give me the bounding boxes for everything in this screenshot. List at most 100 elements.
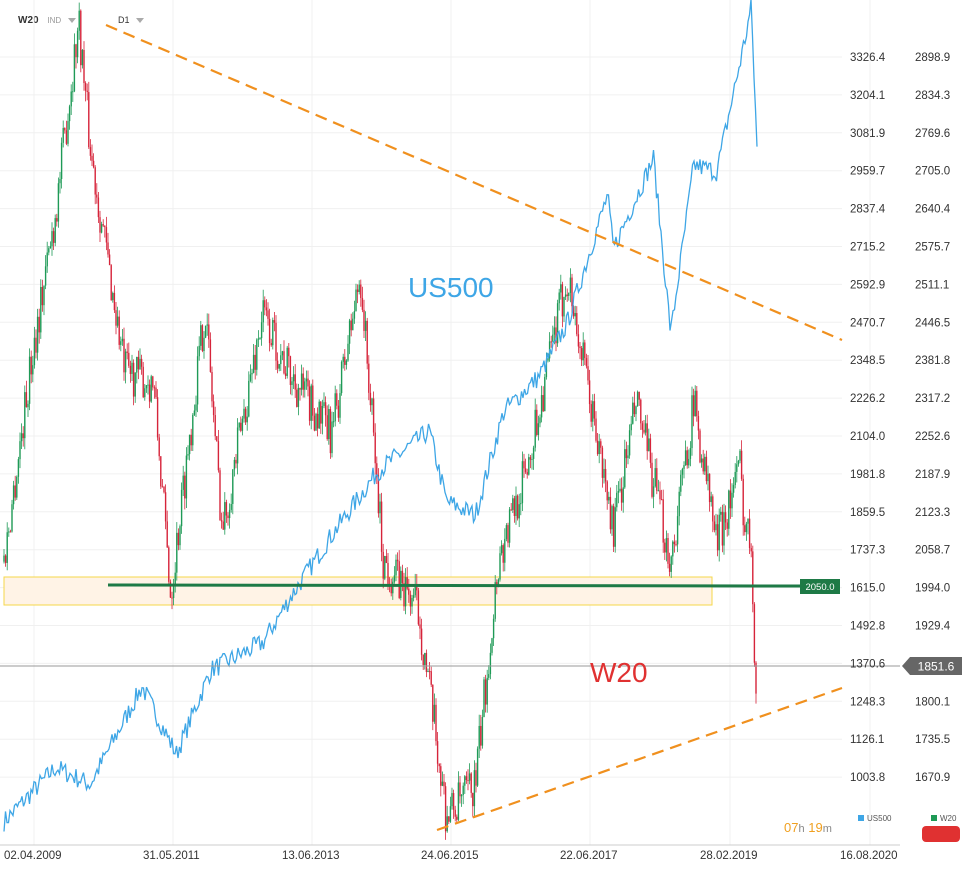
candle-body xyxy=(675,544,677,546)
candle-body xyxy=(115,310,117,326)
candle-body xyxy=(577,334,580,347)
candle-body xyxy=(315,413,317,431)
candle-body xyxy=(438,763,440,767)
us500-tick-label: 1615.0 xyxy=(850,583,885,595)
candle-body xyxy=(390,584,392,594)
candle-body xyxy=(182,475,184,490)
candle-body xyxy=(555,327,557,344)
candle-body xyxy=(12,485,15,505)
candle-body xyxy=(673,541,676,545)
candle-body xyxy=(209,339,212,372)
candle-body xyxy=(318,401,320,429)
candle-body xyxy=(246,416,248,423)
candle-body xyxy=(25,392,28,408)
w20-axis: 2898.9 2834.3 2769.6 2705.0 2640.4 2575.7 2511… xyxy=(915,52,951,784)
candle-body xyxy=(9,531,12,533)
candle-body xyxy=(344,356,346,365)
candle-body xyxy=(62,127,64,143)
w20-tick-label: 2898.9 xyxy=(915,52,950,64)
symbol-dropdown-icon[interactable] xyxy=(67,17,76,23)
w20-tick-label: 2511.1 xyxy=(915,279,949,291)
candle-body xyxy=(30,356,32,375)
candle-body xyxy=(478,725,480,749)
candle-body xyxy=(48,248,50,253)
candle-body xyxy=(382,551,384,579)
candle-body xyxy=(420,628,423,655)
candle-body xyxy=(636,391,639,407)
candle-body xyxy=(667,538,669,564)
candle-body xyxy=(638,391,640,400)
candle-body xyxy=(595,418,597,441)
candle-body xyxy=(88,92,90,148)
candle-body xyxy=(363,309,365,331)
candle-body xyxy=(113,292,116,311)
us500-tick-label: 2470.7 xyxy=(850,317,885,329)
candle-body xyxy=(603,468,605,478)
candle-body xyxy=(395,559,397,576)
candle-body xyxy=(393,575,396,582)
candle-body xyxy=(164,492,167,522)
candle-body xyxy=(150,376,152,402)
candle-body xyxy=(358,284,360,293)
candle-body xyxy=(265,307,268,311)
symbol-label[interactable]: W20 xyxy=(18,15,39,26)
candle-body xyxy=(379,501,381,514)
candle-body xyxy=(468,773,471,781)
candle-body xyxy=(732,485,735,493)
interval-dropdown-icon[interactable] xyxy=(136,17,145,23)
candle-body xyxy=(147,384,149,386)
candle-body xyxy=(534,409,536,448)
level-line xyxy=(107,583,801,588)
candle-body xyxy=(366,320,368,364)
candle-body xyxy=(212,401,215,416)
candle-body xyxy=(232,469,234,504)
us500-tick-label: 1981.8 xyxy=(850,469,885,481)
candle-body xyxy=(235,459,237,464)
level-tag: 2050.0 xyxy=(800,579,840,594)
candle-body xyxy=(180,489,183,527)
us500-tick-label: 2837.4 xyxy=(850,204,886,216)
candle-body xyxy=(139,358,141,370)
w20-tick-label: 2381.8 xyxy=(915,355,950,367)
candle-body xyxy=(312,385,314,416)
date-tick-label: 22.06.2017 xyxy=(560,850,618,862)
candle-body xyxy=(256,339,258,370)
candle-body xyxy=(67,121,69,144)
candle-body xyxy=(648,438,650,452)
candle-body xyxy=(633,402,636,415)
candle-body xyxy=(654,468,656,487)
candle-body xyxy=(680,474,682,492)
candle-body xyxy=(532,447,535,459)
candle-body xyxy=(16,476,18,498)
candle-body xyxy=(585,358,588,367)
candle-body xyxy=(728,490,730,529)
candle-body xyxy=(600,441,602,448)
candle-body xyxy=(448,816,450,822)
candle-body xyxy=(659,490,661,500)
date-axis: 02.04.2009 31.05.2011 13.06.2013 24.06.2015… xyxy=(4,850,898,862)
candle-body xyxy=(716,524,719,551)
candle-body xyxy=(249,374,252,381)
candle-body xyxy=(750,548,752,552)
candle-body xyxy=(275,322,277,361)
candle-body xyxy=(726,522,728,529)
candle-body xyxy=(142,366,144,398)
candle-body xyxy=(155,387,157,398)
candle-body xyxy=(70,91,72,107)
interval-selector[interactable]: D1 xyxy=(118,15,145,26)
candle-body xyxy=(590,404,592,422)
w20-badge[interactable] xyxy=(922,826,960,842)
interval-label[interactable]: D1 xyxy=(118,15,130,25)
candle-body xyxy=(721,511,724,546)
candle-body xyxy=(27,403,29,408)
candle-body xyxy=(22,433,24,439)
us500-tick-label: 2959.7 xyxy=(850,166,885,178)
candle-body xyxy=(473,770,476,807)
candle-body xyxy=(384,556,386,579)
candle-body xyxy=(737,460,740,465)
candle-body xyxy=(323,402,325,406)
candle-body xyxy=(619,488,621,491)
us500-tick-label: 1003.8 xyxy=(850,772,885,784)
candle-body xyxy=(313,415,316,431)
